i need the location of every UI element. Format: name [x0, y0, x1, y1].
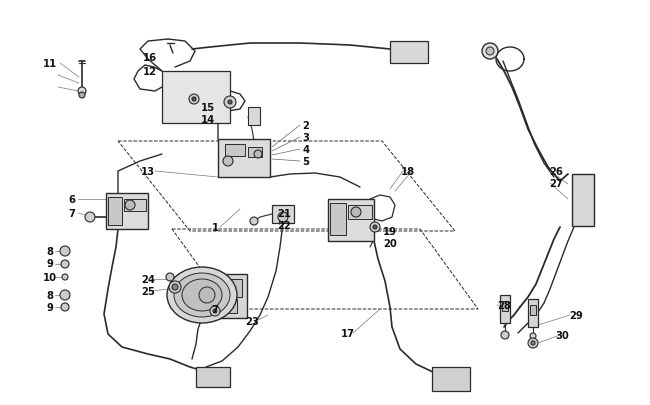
Text: 19: 19	[383, 226, 397, 237]
Bar	[212, 299, 237, 313]
Bar	[225, 145, 245, 157]
Text: 18: 18	[401, 166, 415, 177]
Bar	[432, 367, 470, 391]
Bar	[106, 194, 148, 230]
Bar	[108, 198, 122, 226]
Circle shape	[169, 281, 181, 293]
Bar	[348, 205, 372, 220]
Bar	[207, 279, 242, 297]
Text: 24: 24	[141, 274, 155, 284]
Circle shape	[278, 213, 288, 222]
Text: 23: 23	[245, 316, 259, 326]
Text: 13: 13	[141, 166, 155, 177]
Circle shape	[60, 246, 70, 256]
Circle shape	[373, 226, 377, 230]
Circle shape	[79, 93, 85, 99]
Circle shape	[125, 200, 135, 211]
Ellipse shape	[167, 267, 237, 323]
Circle shape	[223, 157, 233, 166]
Bar	[272, 205, 294, 224]
Circle shape	[172, 284, 178, 290]
Circle shape	[501, 331, 509, 339]
Bar	[502, 301, 508, 311]
Circle shape	[61, 260, 69, 269]
Circle shape	[192, 98, 196, 102]
Text: 10: 10	[43, 272, 57, 282]
Text: 26: 26	[549, 166, 563, 177]
Text: 6: 6	[68, 194, 75, 205]
Text: 28: 28	[497, 300, 511, 310]
Bar	[530, 305, 536, 315]
Text: 8: 8	[47, 290, 53, 300]
Bar	[218, 140, 270, 177]
Circle shape	[531, 341, 535, 345]
Circle shape	[213, 309, 217, 313]
Text: 14: 14	[201, 115, 215, 125]
Ellipse shape	[182, 279, 222, 311]
Bar	[330, 203, 346, 235]
Circle shape	[528, 338, 538, 348]
Bar	[572, 175, 594, 226]
Bar	[124, 200, 146, 211]
Text: 12: 12	[143, 67, 157, 77]
Bar	[528, 299, 538, 327]
Circle shape	[250, 217, 258, 226]
Bar	[328, 200, 374, 241]
Circle shape	[62, 274, 68, 280]
Text: 7: 7	[211, 304, 218, 314]
Circle shape	[78, 88, 86, 96]
Circle shape	[482, 44, 498, 60]
Text: 4: 4	[302, 145, 309, 155]
Text: 8: 8	[47, 246, 53, 256]
Circle shape	[61, 303, 69, 311]
Text: 2: 2	[302, 121, 309, 131]
Text: 9: 9	[47, 302, 53, 312]
Circle shape	[210, 306, 220, 316]
Text: 30: 30	[555, 330, 569, 340]
Text: 7: 7	[68, 209, 75, 218]
Bar	[202, 274, 247, 318]
Circle shape	[60, 290, 70, 300]
Text: 17: 17	[341, 328, 355, 338]
Bar	[196, 367, 230, 387]
Circle shape	[351, 207, 361, 217]
Bar	[162, 72, 230, 124]
Ellipse shape	[199, 287, 215, 303]
Text: 29: 29	[569, 310, 583, 320]
Text: 27: 27	[549, 179, 563, 189]
Text: 9: 9	[47, 258, 53, 269]
Circle shape	[486, 48, 494, 56]
Bar	[390, 42, 428, 64]
Text: 1: 1	[211, 222, 218, 232]
Circle shape	[224, 97, 236, 109]
Text: 16: 16	[143, 53, 157, 63]
Bar	[248, 148, 262, 158]
Text: 20: 20	[383, 239, 397, 248]
Text: 11: 11	[43, 59, 57, 69]
Circle shape	[85, 213, 95, 222]
Bar	[500, 295, 510, 323]
Bar	[248, 108, 260, 126]
Circle shape	[370, 222, 380, 232]
Ellipse shape	[174, 273, 230, 317]
Text: 3: 3	[302, 133, 309, 143]
Text: 25: 25	[141, 286, 155, 296]
Text: 15: 15	[201, 103, 215, 113]
Circle shape	[189, 95, 199, 105]
Text: 22: 22	[277, 220, 291, 230]
Text: 5: 5	[302, 157, 309, 166]
Circle shape	[530, 333, 536, 339]
Text: 21: 21	[277, 209, 291, 218]
Circle shape	[166, 273, 174, 281]
Circle shape	[228, 101, 232, 105]
Circle shape	[254, 151, 262, 159]
